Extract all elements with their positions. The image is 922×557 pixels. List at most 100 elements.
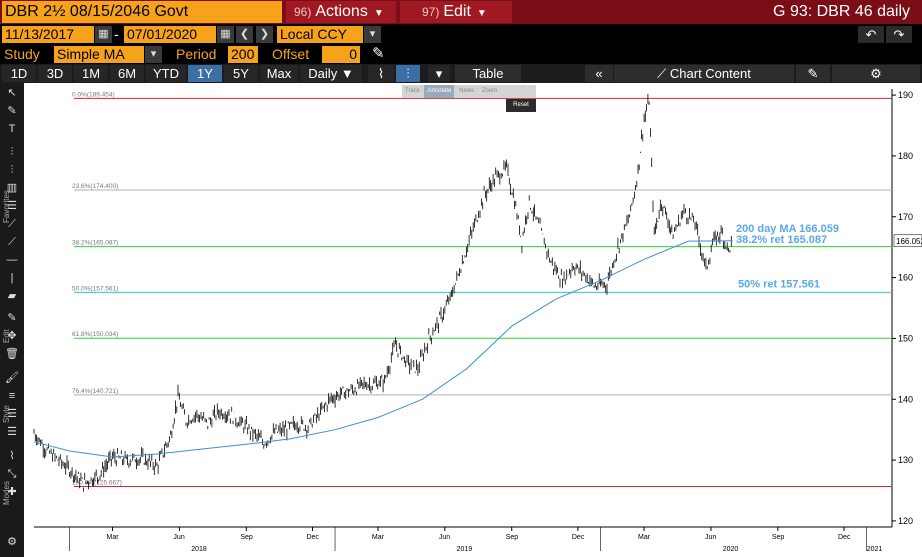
edit-menu-button[interactable]: 97) Edit ▼	[400, 1, 512, 23]
calendar-icon[interactable]: ▦	[217, 26, 234, 43]
chevron-right-icon[interactable]: ❯	[256, 26, 273, 43]
x-month-label: Sep	[772, 534, 785, 541]
period-label: Period	[176, 46, 217, 62]
x-year-label: 2021	[867, 546, 883, 553]
reset-button[interactable]: Reset	[506, 99, 536, 112]
y-tick-label: 170	[898, 212, 913, 222]
period-button-max[interactable]: Max	[260, 65, 298, 82]
stroke-icon[interactable]: ☰	[7, 408, 17, 420]
news-mode-button[interactable]: News	[459, 88, 475, 94]
x-month-label: Mar	[107, 534, 120, 541]
end-date-field[interactable]: 07/01/2020	[124, 26, 216, 43]
chevron-down-icon[interactable]: ▾	[145, 46, 162, 63]
actions-menu-number: 96)	[294, 5, 312, 19]
price-chart[interactable]: 120 130 140 150 160 170 180 190 166.052 Mar Jun Sep…	[24, 83, 922, 557]
settings-gear-icon[interactable]: ⚙	[7, 536, 17, 548]
crosshair-icon[interactable]: ✚	[7, 486, 17, 498]
chart-content-button[interactable]: ⟋ Chart Content	[614, 65, 794, 82]
pencil-icon[interactable]: ✎	[372, 45, 385, 62]
annotate-mode-button[interactable]: Annotate	[424, 85, 455, 98]
study-label: Study	[4, 46, 40, 62]
calendar-icon[interactable]: ▦	[95, 26, 112, 43]
zoom-mode-button[interactable]: Zoom	[481, 88, 498, 94]
date-range-bar: 11/13/2017 ▦ - 07/01/2020 ▦ ❮ ❯ Local CC…	[0, 24, 922, 44]
title-bar: DBR 2½ 08/15/2046 Govt 96) Actions ▼ 97) Ed…	[0, 0, 922, 24]
left-drawing-toolbar: ↖ ✎ T ⫶ ⫶ ▥ ☰ ⟋ ⟋ — | ▰ Favorites ✎ ✥ 🗑 …	[0, 83, 24, 557]
chart-svg: 120 130 140 150 160 170 180 190 166.052 Mar Jun Sep…	[33, 89, 922, 553]
x-month-label: Mar	[372, 534, 385, 541]
study-select[interactable]: Simple MA	[54, 46, 144, 63]
vertical-line-icon[interactable]: |	[10, 272, 14, 284]
last-price-label: 166.052	[896, 237, 922, 246]
period-button-6m[interactable]: 6M	[110, 65, 144, 82]
settings-gear-icon[interactable]: ⚙	[832, 65, 920, 82]
start-date-field[interactable]: 11/13/2017	[2, 26, 94, 43]
ticker-field[interactable]: DBR 2½ 08/15/2046 Govt	[2, 1, 282, 23]
chevron-down-icon: ▼	[373, 8, 384, 19]
fib-level-label: 61.8%(150.034)	[72, 331, 118, 338]
offset-input[interactable]: 0	[322, 46, 360, 63]
y-tick-label: 180	[898, 151, 913, 161]
paint-icon[interactable]: 🖌	[5, 372, 19, 384]
frequency-select[interactable]: Daily ▼	[300, 65, 362, 82]
stacked-bars-icon[interactable]: ▥	[6, 182, 18, 194]
x-month-label: Sep	[506, 534, 519, 541]
snap-icon[interactable]: ⤡	[7, 468, 17, 480]
candles-icon[interactable]: ⫶	[10, 164, 14, 176]
x-year-label: 2018	[191, 546, 207, 553]
period-button-5y[interactable]: 5Y	[224, 65, 258, 82]
table-button[interactable]: Table	[455, 65, 521, 82]
period-input[interactable]: 200	[228, 46, 258, 63]
currency-select[interactable]: Local CCY	[277, 26, 363, 43]
x-month-label: Dec	[572, 534, 585, 541]
x-year-label: 2020	[723, 546, 739, 553]
track-mode-button[interactable]: Track	[405, 88, 420, 94]
line-chart-icon[interactable]: ⌇	[368, 65, 394, 82]
delete-icon[interactable]: 🗑	[5, 348, 19, 360]
cursor-icon[interactable]: ↖	[7, 87, 17, 99]
fib-level-label: 23.6%(174.400)	[72, 183, 118, 190]
arrow-line-icon[interactable]: ⟋	[8, 236, 16, 248]
channel-icon[interactable]: ▰	[7, 290, 17, 302]
chevron-down-icon[interactable]: ▾	[428, 65, 450, 82]
redo-icon[interactable]: ↷	[886, 26, 912, 43]
x-month-label: Jun	[173, 534, 184, 541]
collapse-icon[interactable]: «	[585, 65, 613, 82]
study-bar: Study Simple MA ▾ Period 200 Offset 0 ✎	[0, 44, 922, 64]
period-button-1d[interactable]: 1D	[2, 65, 36, 82]
x-month-label: Mar	[638, 534, 651, 541]
period-button-ytd[interactable]: YTD	[146, 65, 186, 82]
offset-label: Offset	[272, 46, 310, 62]
edit-menu-number: 97)	[422, 5, 440, 19]
price-series	[33, 93, 732, 492]
bar-chart-icon[interactable]: ⫶	[396, 65, 420, 82]
chevron-left-icon[interactable]: ❮	[236, 26, 253, 43]
trend-icon[interactable]: ⟋	[8, 218, 16, 230]
fib-icon[interactable]: ☰	[7, 200, 17, 212]
date-separator: -	[114, 26, 119, 42]
line-style-icon[interactable]: ≡	[8, 390, 16, 402]
text-icon[interactable]: T	[8, 123, 16, 135]
y-tick-label: 120	[898, 516, 913, 526]
undo-icon[interactable]: ↶	[858, 26, 884, 43]
fib-level-label: 76.4%(140.721)	[72, 388, 118, 395]
move-icon[interactable]: ✥	[7, 330, 17, 342]
edit-chart-icon[interactable]: ✎	[796, 65, 830, 82]
period-button-3d[interactable]: 3D	[38, 65, 72, 82]
pen-icon[interactable]: ✎	[7, 105, 17, 117]
horizontal-line-icon[interactable]: —	[6, 254, 18, 266]
y-tick-label: 150	[898, 333, 913, 343]
chevron-down-icon[interactable]: ▾	[364, 26, 381, 43]
actions-menu-button[interactable]: 96) Actions ▼	[286, 1, 396, 23]
thickness-icon[interactable]: ☰	[7, 426, 17, 438]
fib-level-label: 50.0%(157.561)	[72, 285, 118, 292]
pencil-icon[interactable]: ✎	[7, 312, 17, 324]
chart-annotation: 50% ret 157.561	[738, 278, 820, 290]
fib-level-label: 100.0%(125.667)	[72, 479, 122, 486]
period-button-1m[interactable]: 1M	[74, 65, 108, 82]
bars-icon[interactable]: ⫶	[10, 146, 14, 158]
fib-level-label: 38.2%(165.087)	[72, 240, 118, 247]
fib-level-label: 0.0%(189.454)	[72, 91, 115, 98]
magnet-icon[interactable]: ⌇	[9, 450, 15, 462]
period-button-1y[interactable]: 1Y	[188, 65, 222, 82]
